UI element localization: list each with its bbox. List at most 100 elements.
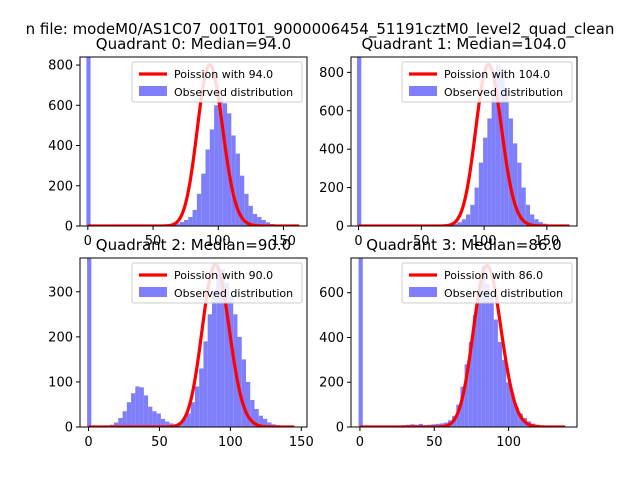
hist-bar	[207, 314, 212, 427]
hist-bar	[512, 143, 518, 226]
hist-bar	[518, 413, 523, 427]
axes-frame	[350, 56, 578, 227]
x-tick-label: 50	[426, 435, 443, 450]
hist-bar	[188, 216, 193, 226]
legend-fit-label: Poission with 90.0	[174, 269, 273, 282]
hist-bar	[143, 395, 149, 427]
hist-bar	[118, 417, 123, 427]
y-tick-label: 0	[336, 421, 344, 436]
legend-box	[131, 262, 303, 304]
hist-bar	[500, 68, 505, 226]
hist-bar	[493, 319, 498, 427]
hist-bar	[250, 399, 255, 427]
y-tick-label: 600	[319, 104, 344, 119]
hist-bar	[156, 413, 161, 427]
hist-bar	[267, 422, 272, 427]
hist-bar	[190, 402, 195, 427]
hist-bar	[265, 222, 271, 226]
legend: Poission with 94.0 Observed distribution	[131, 61, 303, 103]
hist-bar	[218, 97, 223, 226]
legend: Poission with 86.0 Observed distribution	[401, 262, 573, 304]
y-tick-label: 200	[48, 330, 73, 345]
hist-bar	[192, 209, 197, 226]
legend-hist-label: Observed distribution	[444, 86, 563, 99]
hist-bar	[257, 216, 262, 226]
y-tick-label: 400	[319, 143, 344, 158]
hist-bar	[194, 386, 200, 427]
hist-bar	[477, 292, 482, 427]
legend-hist-label: Observed distribution	[174, 287, 293, 300]
hist-bar	[466, 214, 471, 226]
hist-bar	[487, 118, 492, 226]
hist-bar	[220, 269, 225, 427]
hist-bar	[122, 411, 127, 427]
hist-bar	[160, 418, 166, 427]
hist-bar	[186, 413, 191, 427]
y-tick-label: 800	[48, 59, 73, 74]
hist-bar	[126, 402, 132, 427]
subplot-quadrant-1: 0 50 100 150 0 200 400 600 800 Quadrant 1: Median…	[319, 35, 578, 249]
hist-bar	[534, 219, 539, 226]
hist-bar	[538, 222, 543, 226]
hist-bar	[483, 137, 488, 226]
hist-bar	[244, 193, 249, 226]
hist-bar	[514, 406, 519, 427]
hist-bar	[211, 291, 217, 427]
hist-bar	[228, 296, 234, 427]
y-tick-label: 0	[65, 220, 73, 235]
legend-hist-label: Observed distribution	[174, 86, 293, 99]
hist-bar	[201, 173, 206, 226]
hist-bar	[241, 359, 246, 427]
hist-bar	[179, 221, 184, 226]
legend: Poission with 104.0 Observed distribution	[401, 61, 573, 103]
y-tick-label: 600	[48, 99, 73, 114]
hist-bar	[491, 91, 496, 226]
x-tick-label: 100	[496, 435, 521, 450]
poisson-fit-line	[359, 264, 566, 427]
hist-bar	[506, 382, 511, 427]
subplot-title: Quadrant 0: Median=94.0	[96, 35, 291, 53]
hist-bar-zero-spike	[86, 57, 91, 226]
hist-bar	[148, 406, 153, 427]
hist-bar-zero-spike	[358, 258, 363, 427]
hist-bar	[175, 223, 180, 226]
hist-bar	[165, 421, 170, 427]
hist-bar	[252, 213, 258, 226]
x-tick-label: 100	[218, 435, 243, 450]
hist-bar	[209, 129, 215, 226]
poisson-fit-line	[357, 62, 571, 226]
subplot-title: Quadrant 3: Median=86.0	[366, 236, 561, 254]
y-tick-label: 200	[319, 376, 344, 391]
hist-bar	[224, 282, 229, 427]
y-tick-label: 300	[48, 285, 73, 300]
plot-area	[358, 258, 566, 427]
hist-bar	[485, 283, 490, 427]
x-tick-label: 0	[84, 435, 92, 450]
legend-hist-swatch	[409, 86, 437, 96]
poisson-fit-line	[87, 262, 296, 427]
y-tick-label: 200	[48, 179, 73, 194]
x-tick-label: 150	[289, 435, 314, 450]
legend-box	[131, 61, 303, 103]
hist-bar	[214, 105, 219, 226]
hist-bar	[464, 364, 469, 427]
x-tick-label: 0	[354, 234, 362, 249]
hist-bar	[235, 153, 240, 226]
subplot-title: Quadrant 1: Median=104.0	[362, 35, 567, 53]
subplot-quadrant-3: 0 50 100 0 200 400 600 Quadrant 3: Median=86.0 P…	[319, 236, 578, 450]
hist-bar	[135, 386, 140, 427]
hist-bar	[152, 411, 157, 427]
hist-bar	[521, 187, 526, 226]
hist-bar	[261, 219, 266, 226]
hist-bar	[530, 214, 535, 226]
hist-bar	[510, 393, 515, 427]
hist-bar	[237, 336, 242, 427]
hist-bar	[183, 219, 189, 226]
hist-bar	[114, 422, 119, 427]
hist-bar	[525, 204, 531, 226]
y-tick-label: 100	[48, 375, 73, 390]
hist-bar	[263, 418, 268, 427]
hist-bar	[497, 341, 503, 427]
hist-bar	[470, 204, 475, 226]
